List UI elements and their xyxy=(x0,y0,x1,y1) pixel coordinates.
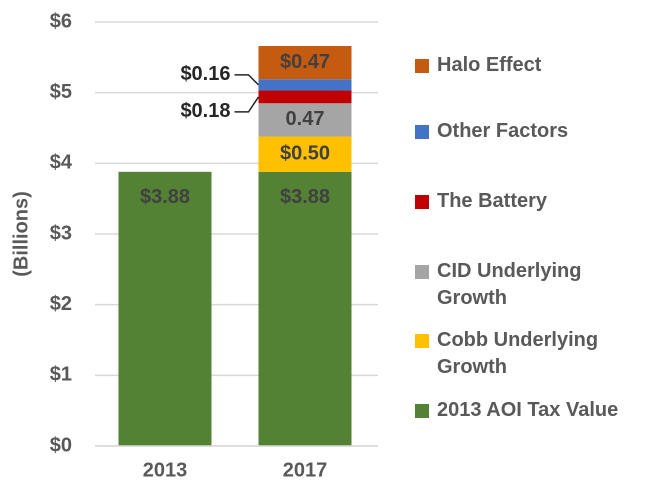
legend-swatch xyxy=(415,265,429,279)
bar-segment xyxy=(258,46,352,80)
value-label: $0.50 xyxy=(280,142,330,164)
y-tick-label: $2 xyxy=(50,293,72,315)
x-tick-label: 2013 xyxy=(143,459,188,481)
legend-item: The Battery xyxy=(415,188,645,215)
legend-label: The Battery xyxy=(437,190,548,212)
value-label: $0.18 xyxy=(180,100,230,122)
value-label: $3.88 xyxy=(280,186,330,208)
y-tick-label: $0 xyxy=(50,434,72,456)
legend-label: Halo Effect xyxy=(437,54,542,76)
legend-item: Other Factors xyxy=(415,118,645,145)
y-tick-label: $1 xyxy=(50,364,72,386)
leader-line xyxy=(234,74,260,86)
value-label: 0.47 xyxy=(286,108,325,130)
bar-segment xyxy=(258,136,352,172)
legend-swatch xyxy=(415,404,429,418)
y-tick-label: $6 xyxy=(50,10,72,32)
x-tick-label: 2017 xyxy=(283,459,328,481)
bar-segment xyxy=(258,103,352,137)
legend-item: Halo Effect xyxy=(415,52,645,79)
value-label: $3.88 xyxy=(140,186,190,208)
legend-swatch xyxy=(415,125,429,139)
legend-item: 2013 AOI Tax Value xyxy=(415,397,645,424)
bar-segment xyxy=(258,90,352,104)
y-tick-label: $3 xyxy=(50,222,72,244)
value-label: $0.16 xyxy=(180,63,230,85)
bar-segment xyxy=(258,79,352,91)
legend-item: CID Underlying Growth xyxy=(415,258,645,312)
legend-swatch xyxy=(415,334,429,348)
y-axis-title: (Billions) xyxy=(10,191,32,277)
y-tick-label: $4 xyxy=(50,152,73,174)
value-label: $0.47 xyxy=(280,51,330,73)
leader-line xyxy=(234,96,260,113)
y-tick-label: $5 xyxy=(50,81,72,103)
legend-label: CID Underlying Growth xyxy=(437,260,582,309)
legend-label: Other Factors xyxy=(437,120,569,142)
legend-swatch xyxy=(415,59,429,73)
legend-label: 2013 AOI Tax Value xyxy=(437,399,619,421)
bar-segment xyxy=(118,171,212,446)
legend-label: Cobb Underlying Growth xyxy=(437,329,599,378)
bar-segment xyxy=(258,171,352,446)
legend-swatch xyxy=(415,195,429,209)
legend-item: Cobb Underlying Growth xyxy=(415,327,645,381)
